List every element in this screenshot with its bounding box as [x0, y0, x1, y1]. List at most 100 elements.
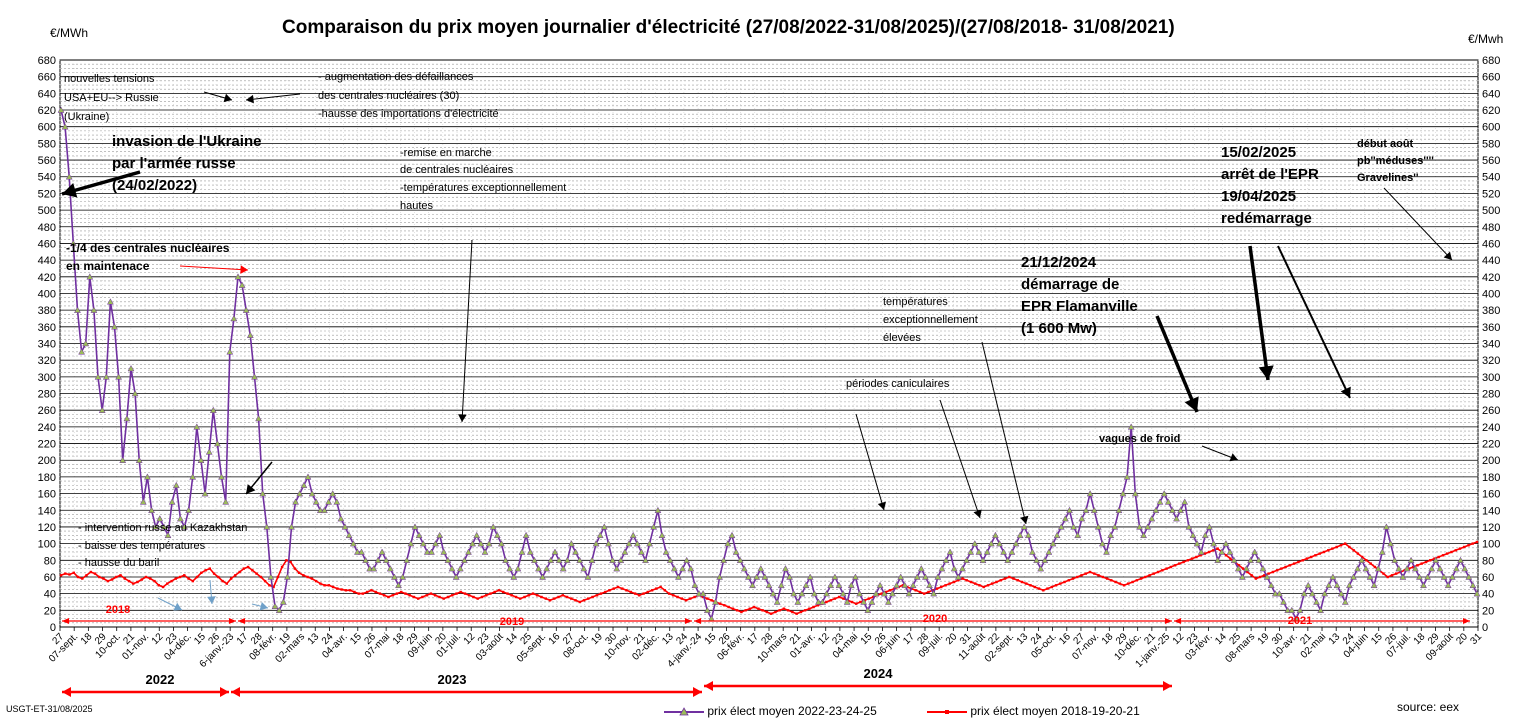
data-point	[540, 595, 543, 599]
data-point	[1071, 577, 1075, 580]
data-point	[432, 540, 440, 547]
data-point	[412, 595, 416, 599]
data-point	[591, 595, 594, 599]
data-point	[674, 573, 682, 580]
y-tick-label-right: 120	[1482, 522, 1500, 534]
data-point	[633, 592, 637, 595]
data-point	[438, 595, 441, 599]
data-point	[1407, 567, 1411, 570]
data-point	[995, 580, 998, 584]
y-tick-label-left: 80	[44, 555, 56, 567]
annotations: nouvelles tensions USA+EU--> Russie (Ukrai…	[64, 71, 1434, 569]
data-point	[687, 565, 695, 572]
y-tick-label-right: 560	[1482, 155, 1500, 167]
data-point	[1259, 565, 1267, 572]
data-point	[127, 579, 131, 583]
data-point	[825, 600, 828, 604]
data-point	[446, 595, 450, 599]
data-point	[238, 570, 241, 574]
data-point	[1024, 531, 1032, 539]
data-point	[1390, 574, 1394, 577]
data-point	[408, 594, 411, 597]
source-label: source: eex	[1397, 700, 1460, 714]
data-point	[285, 559, 288, 562]
data-point	[703, 606, 711, 614]
data-point	[1156, 570, 1160, 574]
data-point	[773, 598, 781, 605]
legend-label-2022: prix élect moyen 2022-23-24-25	[707, 704, 877, 718]
period-label-2022: 2022	[146, 672, 175, 687]
data-point	[543, 565, 551, 572]
data-point	[276, 575, 280, 579]
data-point	[1111, 523, 1119, 530]
data-point	[987, 540, 995, 547]
data-point	[391, 594, 394, 597]
data-point	[1275, 590, 1283, 597]
data-point	[143, 473, 151, 480]
data-point	[366, 590, 369, 594]
data-point	[1230, 556, 1238, 564]
data-point	[1448, 573, 1456, 580]
data-point	[459, 590, 462, 594]
data-point	[839, 590, 847, 597]
data-point	[794, 598, 802, 605]
data-point	[1284, 606, 1292, 614]
period-label-2018: 2018	[106, 604, 130, 616]
period-arrow-2021-head-left	[1174, 618, 1181, 624]
data-point	[889, 590, 896, 597]
data-point	[361, 592, 365, 595]
data-point	[1074, 531, 1082, 539]
data-point	[1152, 572, 1155, 575]
data-point	[263, 579, 267, 583]
data-point	[1127, 582, 1130, 585]
data-point	[1395, 572, 1398, 575]
data-point	[1135, 579, 1138, 582]
y-tick-label-right: 140	[1482, 505, 1500, 517]
data-point	[720, 556, 728, 564]
data-point	[1140, 531, 1148, 539]
period-label-2024: 2024	[864, 666, 894, 681]
data-point	[954, 573, 962, 580]
y-tick-label-left: 660	[38, 72, 56, 84]
data-point	[468, 594, 471, 597]
data-point	[559, 565, 567, 572]
data-point	[642, 556, 649, 564]
data-point	[225, 582, 228, 585]
data-point	[382, 556, 390, 564]
data-point	[567, 540, 575, 547]
data-point	[1053, 531, 1061, 539]
data-point	[1110, 579, 1113, 582]
data-point	[1361, 555, 1364, 559]
arrow-epr-redemarrage-head	[1340, 386, 1351, 398]
data-point	[197, 456, 205, 463]
data-point	[833, 597, 837, 600]
data-point	[1222, 540, 1230, 547]
x-tick-label: 10-mars	[756, 631, 790, 665]
data-point	[172, 481, 180, 489]
data-point	[320, 506, 328, 514]
data-point	[812, 605, 815, 609]
data-point	[200, 571, 203, 574]
data-point	[407, 540, 415, 547]
data-point	[727, 605, 730, 609]
data-point	[1094, 523, 1102, 530]
data-point	[1344, 542, 1347, 545]
data-point	[701, 595, 705, 599]
data-point	[280, 565, 284, 569]
data-point	[292, 498, 300, 505]
y-tick-label-left: 100	[38, 539, 56, 551]
data-point	[757, 565, 765, 572]
data-point	[268, 584, 271, 587]
data-point	[876, 581, 884, 589]
data-point	[609, 556, 617, 564]
annotation-a15: en maintenace	[66, 259, 150, 273]
data-point	[518, 548, 526, 555]
arrow-caniculaire-1-head	[877, 501, 886, 510]
data-point	[884, 590, 888, 594]
arrow-defaillances	[245, 93, 301, 101]
data-point	[1181, 498, 1189, 505]
data-point	[629, 531, 637, 539]
data-point	[502, 556, 510, 564]
data-point	[74, 306, 81, 313]
data-point	[1190, 557, 1194, 560]
